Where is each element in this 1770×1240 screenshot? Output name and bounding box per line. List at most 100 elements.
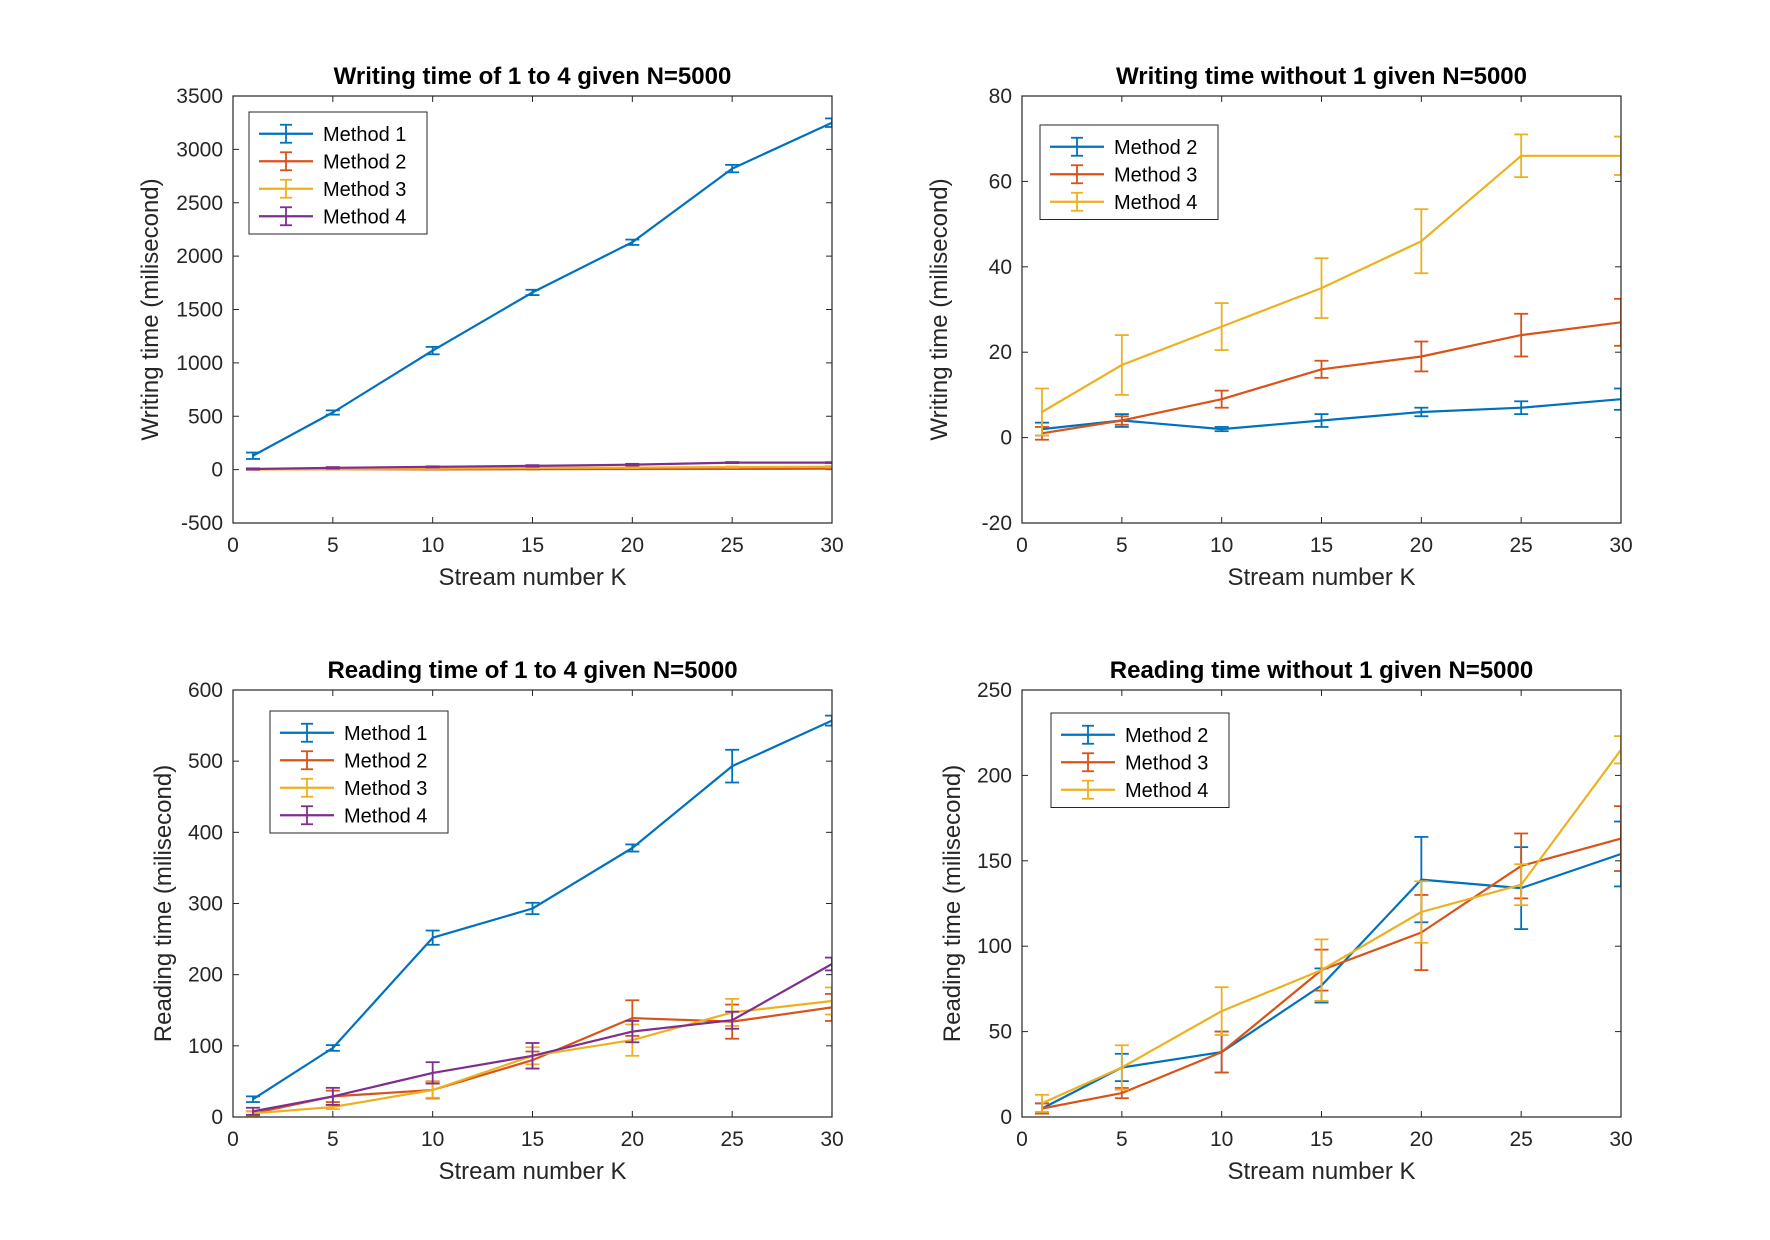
chart-title: Reading time without 1 given N=5000 bbox=[1110, 657, 1533, 684]
y-tick-label: 600 bbox=[188, 679, 223, 702]
data-point-errorbar bbox=[1214, 389, 1229, 409]
data-point-errorbar bbox=[525, 901, 540, 916]
data-point-errorbar bbox=[1114, 334, 1129, 396]
y-tick-label: 50 bbox=[989, 1021, 1012, 1044]
y-tick-label: 20 bbox=[989, 341, 1012, 364]
y-tick-label: 0 bbox=[1000, 427, 1012, 450]
series-method-4 bbox=[1034, 735, 1621, 1113]
chart-title: Writing time without 1 given N=5000 bbox=[1116, 63, 1527, 90]
data-point-errorbar bbox=[245, 1106, 260, 1116]
legend-item: Method 2 bbox=[1061, 725, 1208, 747]
y-tick-label: 1500 bbox=[176, 299, 223, 322]
y-tick-label: 3000 bbox=[176, 138, 223, 161]
y-tick-label: 1000 bbox=[176, 352, 223, 375]
x-tick-label: 5 bbox=[327, 1128, 339, 1151]
x-tick-label: 20 bbox=[621, 1128, 644, 1151]
legend: Method 2 Method 3 Method 4 bbox=[1050, 712, 1230, 808]
data-point-errorbar bbox=[425, 465, 440, 469]
legend-item: Method 3 bbox=[259, 179, 406, 201]
x-tick-label: 30 bbox=[820, 534, 843, 557]
data-point-errorbar bbox=[625, 238, 640, 246]
legend-item: Method 4 bbox=[1050, 192, 1197, 214]
data-point-errorbar bbox=[1414, 208, 1429, 275]
y-tick-label: 3500 bbox=[176, 85, 223, 108]
data-point-errorbar bbox=[325, 1044, 340, 1052]
data-point-errorbar bbox=[245, 467, 260, 471]
x-tick-label: 20 bbox=[621, 534, 644, 557]
legend-label: Method 2 bbox=[323, 151, 406, 173]
data-point-errorbar bbox=[1514, 133, 1529, 179]
legend-item: Method 3 bbox=[280, 778, 427, 800]
x-tick-label: 0 bbox=[1016, 1128, 1028, 1151]
axes-box bbox=[232, 95, 833, 524]
series-method-1 bbox=[245, 117, 832, 460]
legend-label: Method 1 bbox=[323, 124, 406, 146]
series-method-4 bbox=[1034, 133, 1621, 437]
data-point-errorbar bbox=[725, 1010, 740, 1030]
axes-box bbox=[1021, 689, 1622, 1118]
legend-item: Method 3 bbox=[1061, 752, 1208, 774]
x-tick-label: 15 bbox=[521, 1128, 544, 1151]
y-tick-label: 400 bbox=[188, 821, 223, 844]
y-tick-label: 80 bbox=[989, 85, 1012, 108]
y-axis-label: Reading time (milisecond) bbox=[150, 765, 177, 1042]
data-point-errorbar bbox=[1614, 135, 1621, 176]
data-point-errorbar bbox=[1034, 1093, 1049, 1113]
data-point-errorbar bbox=[325, 1086, 340, 1106]
series-method-1 bbox=[245, 714, 832, 1103]
data-point-errorbar bbox=[1214, 426, 1229, 433]
legend: Method 2 Method 3 Method 4 bbox=[1039, 124, 1219, 220]
y-tick-label: 150 bbox=[977, 850, 1012, 873]
data-point-errorbar bbox=[525, 466, 540, 470]
x-axis-label: Stream number K bbox=[438, 1158, 626, 1185]
legend-item: Method 4 bbox=[280, 805, 427, 827]
data-point-errorbar bbox=[425, 929, 440, 946]
axes-box bbox=[232, 689, 833, 1118]
y-tick-label: 2000 bbox=[176, 245, 223, 268]
data-point-errorbar bbox=[725, 163, 740, 174]
y-axis-label: Writing time (milisecond) bbox=[137, 178, 164, 440]
data-point-errorbar bbox=[1114, 415, 1129, 426]
x-tick-label: 15 bbox=[1310, 1128, 1333, 1151]
legend-item: Method 4 bbox=[259, 206, 406, 228]
legend-label: Method 2 bbox=[1114, 137, 1197, 159]
chart-panel-1: 0 5 10 15 20 25 30-500050010001500200025003000… bbox=[137, 63, 844, 591]
legend-label: Method 4 bbox=[344, 805, 427, 827]
y-tick-label: 2500 bbox=[176, 192, 223, 215]
data-point-errorbar bbox=[425, 1061, 440, 1085]
data-point-errorbar bbox=[825, 467, 832, 470]
data-point-errorbar bbox=[1214, 986, 1229, 1036]
x-tick-label: 10 bbox=[1210, 534, 1233, 557]
data-point-errorbar bbox=[1214, 302, 1229, 351]
x-tick-label: 30 bbox=[1609, 534, 1632, 557]
data-point-errorbar bbox=[425, 345, 440, 356]
chart-panel-4: 0 5 10 15 20 25 30 0 50 100 150 200 250 Reading time … bbox=[939, 657, 1633, 1185]
chart-title: Writing time of 1 to 4 given N=5000 bbox=[334, 63, 732, 90]
data-point-errorbar bbox=[1314, 413, 1329, 428]
legend: Method 1 Method 2 Method 3 Method 4 bbox=[248, 111, 428, 235]
x-axis-label: Stream number K bbox=[1227, 1158, 1415, 1185]
x-tick-label: 25 bbox=[1509, 534, 1532, 557]
y-tick-label: 200 bbox=[188, 964, 223, 987]
x-tick-label: 5 bbox=[1116, 1128, 1128, 1151]
y-tick-label: 500 bbox=[188, 405, 223, 428]
x-tick-label: 20 bbox=[1410, 1128, 1433, 1151]
x-tick-label: 5 bbox=[1116, 534, 1128, 557]
y-axis-label: Reading time (milisecond) bbox=[939, 765, 966, 1042]
legend-label: Method 2 bbox=[1125, 725, 1208, 747]
series-method-4 bbox=[245, 461, 832, 471]
data-point-errorbar bbox=[1314, 359, 1329, 379]
y-axis-label: Writing time (milisecond) bbox=[926, 178, 953, 440]
data-point-errorbar bbox=[1614, 735, 1621, 765]
x-tick-label: 5 bbox=[327, 534, 339, 557]
data-point-errorbar bbox=[625, 466, 640, 469]
legend-label: Method 4 bbox=[1114, 192, 1197, 214]
x-tick-label: 15 bbox=[1310, 534, 1333, 557]
legend-box bbox=[248, 111, 428, 235]
data-point-errorbar bbox=[825, 117, 832, 128]
data-point-errorbar bbox=[1414, 340, 1429, 373]
data-point-errorbar bbox=[1614, 297, 1621, 347]
legend-box bbox=[1039, 124, 1219, 220]
